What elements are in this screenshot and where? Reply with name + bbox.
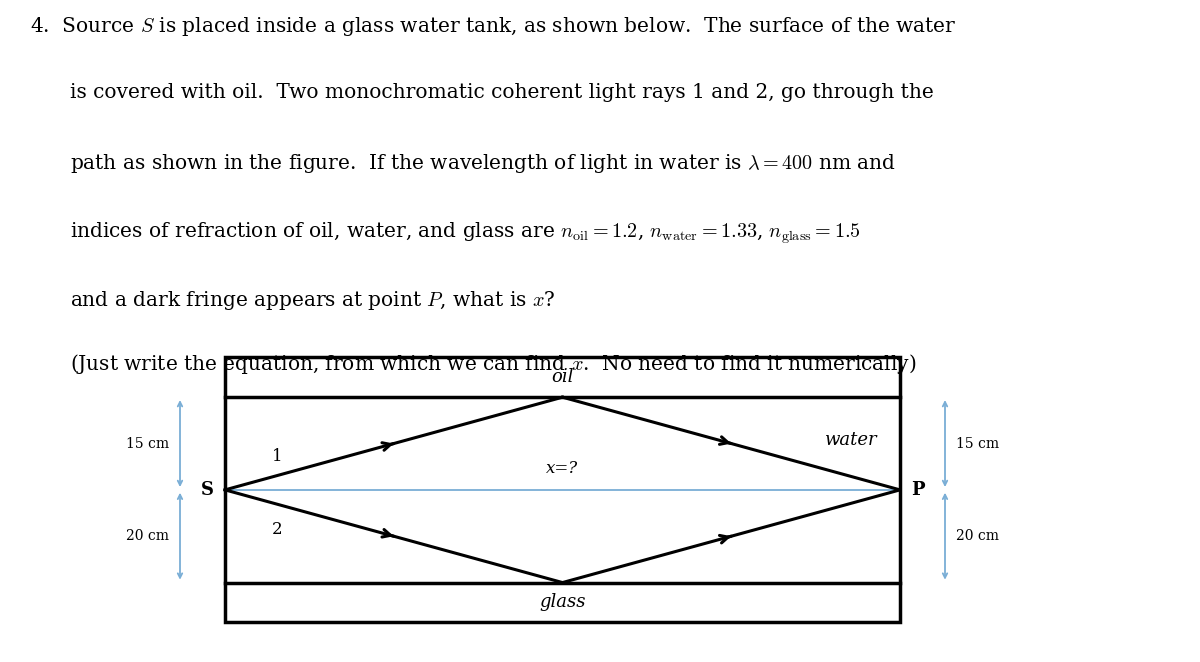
Text: x=?: x=?	[546, 459, 578, 477]
Bar	[226, 357, 900, 622]
Text: indices of refraction of oil, water, and glass are $n_{\mathrm{oil}} = 1.2$, $n_: indices of refraction of oil, water, and…	[70, 220, 860, 246]
Text: path as shown in the figure.  If the wavelength of light in water is $\lambda = : path as shown in the figure. If the wave…	[70, 152, 895, 175]
Text: is covered with oil.  Two monochromatic coherent light rays 1 and 2, go through : is covered with oil. Two monochromatic c…	[70, 83, 934, 103]
Text: (Just write the equation, from which we can find $x$.  No need to find it numeri: (Just write the equation, from which we …	[70, 352, 916, 375]
Text: S: S	[200, 481, 214, 499]
Text: 15 cm: 15 cm	[956, 436, 1000, 451]
Text: P: P	[911, 481, 925, 499]
Text: water: water	[824, 431, 877, 449]
Text: glass: glass	[539, 593, 586, 612]
Text: 1: 1	[272, 448, 283, 465]
Text: oil: oil	[551, 368, 574, 387]
Text: 4.  Source $S$ is placed inside a glass water tank, as shown below.  The surface: 4. Source $S$ is placed inside a glass w…	[30, 15, 956, 38]
Text: 2: 2	[272, 521, 283, 538]
Text: 20 cm: 20 cm	[956, 529, 1000, 544]
Text: 15 cm: 15 cm	[126, 436, 169, 451]
Text: 20 cm: 20 cm	[126, 529, 169, 544]
Text: and a dark fringe appears at point $P$, what is $x$?: and a dark fringe appears at point $P$, …	[70, 289, 556, 312]
